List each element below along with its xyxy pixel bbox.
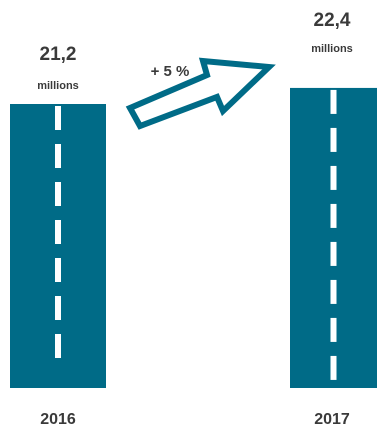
- x-tick-label-2016: 2016: [40, 411, 76, 428]
- road-dash-2017-6: [330, 317, 337, 342]
- road-dash-2016-4: [55, 258, 61, 282]
- road-dash-2016-3: [55, 220, 61, 244]
- value-label-2017: 22,4: [313, 10, 351, 31]
- road-dash-2017-0: [330, 89, 337, 114]
- road-dash-2016-0: [55, 106, 61, 130]
- road-dash-2017-7: [330, 355, 337, 380]
- road-dash-2017-2: [330, 165, 337, 190]
- value-label-2016: 21,2: [39, 44, 77, 65]
- road-dash-2016-6: [55, 334, 61, 358]
- road-dash-2017-3: [330, 203, 337, 228]
- change-label: + 5 %: [150, 63, 190, 80]
- unit-label-2016: millions: [37, 80, 79, 92]
- growth-arrow-icon: [125, 57, 276, 130]
- road-dash-2017-1: [330, 127, 337, 152]
- x-tick-label-2017: 2017: [314, 411, 350, 428]
- road-dash-2017-4: [330, 241, 337, 266]
- road-dash-2017-5: [330, 279, 337, 304]
- unit-label-2017: millions: [311, 43, 353, 55]
- road-dash-2016-1: [55, 144, 61, 168]
- road-dash-2016-5: [55, 296, 61, 320]
- road-dash-2016-2: [55, 182, 61, 206]
